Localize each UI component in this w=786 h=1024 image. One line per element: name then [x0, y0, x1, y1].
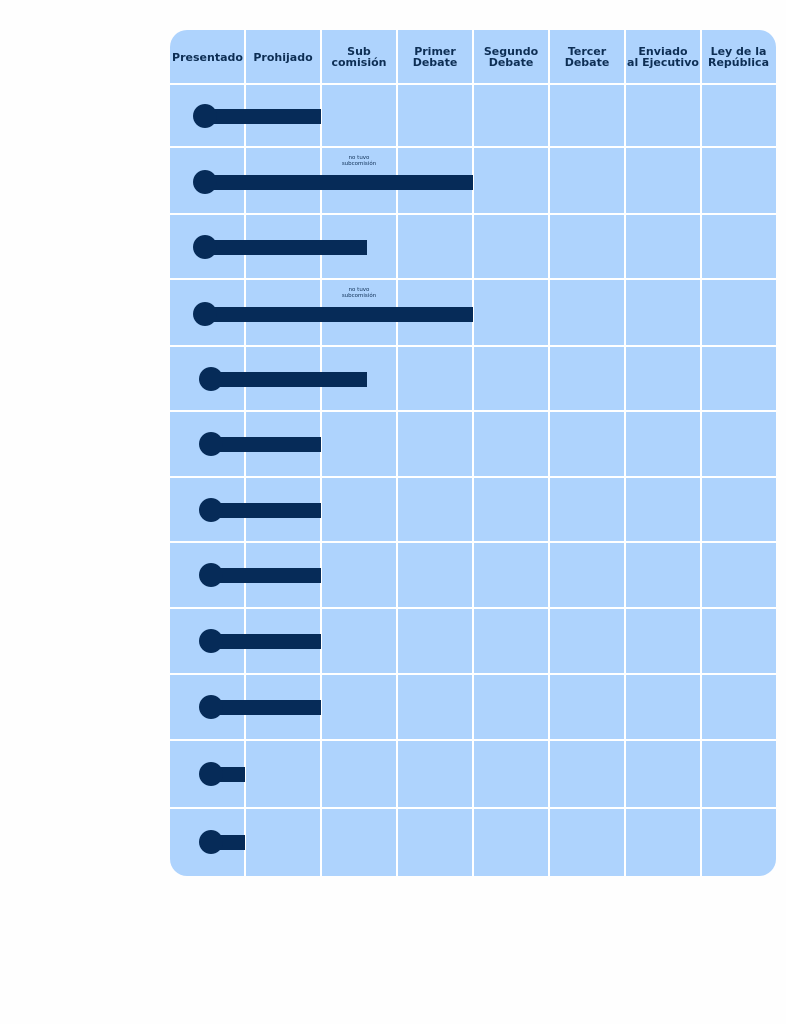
stage-header: Primer Debate [412, 45, 458, 69]
progress-bar [205, 108, 321, 124]
column-divider [244, 30, 246, 876]
progress-start-dot [199, 563, 223, 587]
progress-start-dot [199, 762, 223, 786]
row-divider [170, 410, 776, 412]
progress-bar [211, 699, 321, 715]
stage-header: Tercer Debate [564, 45, 610, 69]
stage-header: Presentado [172, 50, 243, 64]
row-divider [170, 607, 776, 609]
progress-bar [205, 239, 367, 255]
column-divider [472, 30, 474, 876]
progress-start-dot [193, 302, 217, 326]
progress-start-dot [199, 498, 223, 522]
progress-start-dot [193, 170, 217, 194]
no-subcommission-note: no tuvo subcomisión [341, 287, 377, 299]
progress-start-dot [199, 695, 223, 719]
row-divider [170, 541, 776, 543]
row-divider [170, 213, 776, 215]
progress-bar [211, 567, 321, 583]
column-divider [548, 30, 550, 876]
column-divider [396, 30, 398, 876]
stage-header: Prohijado [253, 50, 313, 64]
row-divider [170, 345, 776, 347]
progress-start-dot [193, 104, 217, 128]
legislative-progress-chart: Presentado Prohijado Sub comisión Primer De… [170, 30, 776, 876]
progress-bar [211, 502, 321, 518]
row-divider [170, 146, 776, 148]
row-divider [170, 83, 776, 85]
row-divider [170, 739, 776, 741]
row-divider [170, 673, 776, 675]
progress-bar [205, 306, 473, 322]
progress-start-dot [193, 235, 217, 259]
progress-start-dot [199, 830, 223, 854]
stage-header: Enviado al Ejecutivo [627, 45, 699, 69]
column-divider [700, 30, 702, 876]
stage-header: Ley de la República [708, 45, 769, 69]
progress-bar [211, 371, 367, 387]
progress-bar [211, 633, 321, 649]
progress-start-dot [199, 629, 223, 653]
stage-header: Segundo Debate [483, 45, 539, 69]
row-divider [170, 807, 776, 809]
progress-start-dot [199, 367, 223, 391]
progress-start-dot [199, 432, 223, 456]
stage-header: Sub comisión [331, 45, 387, 69]
row-divider [170, 476, 776, 478]
column-divider [624, 30, 626, 876]
column-divider [320, 30, 322, 876]
progress-bar [205, 174, 473, 190]
row-divider [170, 278, 776, 280]
no-subcommission-note: no tuvo subcomisión [341, 155, 377, 167]
progress-bar [211, 436, 321, 452]
